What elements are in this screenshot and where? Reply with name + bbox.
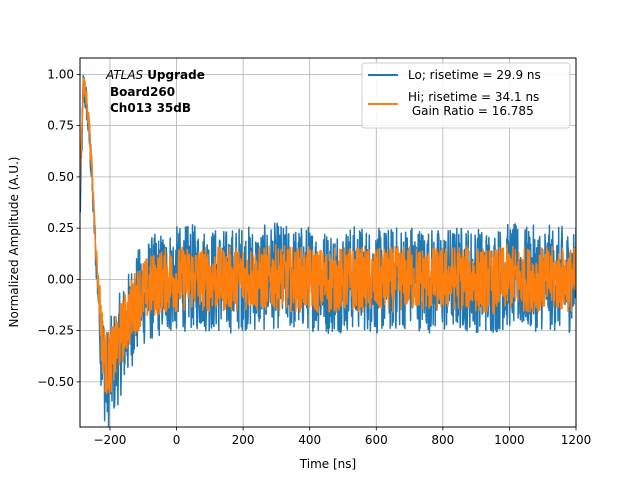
- x-tick-label: 200: [232, 433, 255, 447]
- legend-label-hi-line: Gain Ratio = 16.785: [408, 104, 534, 118]
- x-tick-label: 1000: [494, 433, 525, 447]
- annotation-line-2: Board260: [110, 85, 175, 99]
- y-tick-label: 0.00: [47, 272, 74, 286]
- annotation-line-3: Ch013 35dB: [110, 101, 191, 115]
- x-tick-label: 400: [298, 433, 321, 447]
- y-tick-label: 0.25: [47, 221, 74, 235]
- legend-label-hi-line: Hi; risetime = 34.1 ns: [408, 90, 539, 104]
- axis-ticks: −200 0 200 400 600 800 1000 1200 −0.50 −0.25 0.00 0…: [37, 67, 591, 447]
- annotation-atlas: ATLAS: [105, 68, 144, 82]
- x-tick-label: −200: [93, 433, 126, 447]
- annotation-line-1: ATLAS Upgrade: [105, 68, 205, 82]
- y-tick-label: −0.50: [37, 375, 74, 389]
- y-tick-label: 1.00: [47, 67, 74, 81]
- y-tick-label: −0.25: [37, 324, 74, 338]
- legend-label-hi: Hi; risetime = 34.1 ns Gain Ratio = 16.7…: [408, 90, 539, 118]
- legend-label-lo: Lo; risetime = 29.9 ns: [408, 68, 541, 82]
- annotation-upgrade: Upgrade: [147, 68, 205, 82]
- x-tick-label: 0: [173, 433, 181, 447]
- x-tick-label: 1200: [561, 433, 592, 447]
- y-axis-label: Normalized Amplitude (A.U.): [7, 157, 21, 328]
- y-tick-label: 0.50: [47, 170, 74, 184]
- series-layer: [80, 74, 576, 427]
- x-tick-label: 800: [431, 433, 454, 447]
- legend: Lo; risetime = 29.9 ns Hi; risetime = 34…: [361, 62, 571, 129]
- x-tick-label: 600: [365, 433, 388, 447]
- plot-frame: [79, 57, 577, 428]
- y-tick-label: 0.75: [47, 119, 74, 133]
- x-axis-label: Time [ns]: [299, 457, 356, 471]
- atlas-annotation: ATLAS Upgrade Board260 Ch013 35dB: [105, 68, 205, 115]
- series-hi-line: [80, 77, 576, 395]
- legend-box: [361, 62, 571, 129]
